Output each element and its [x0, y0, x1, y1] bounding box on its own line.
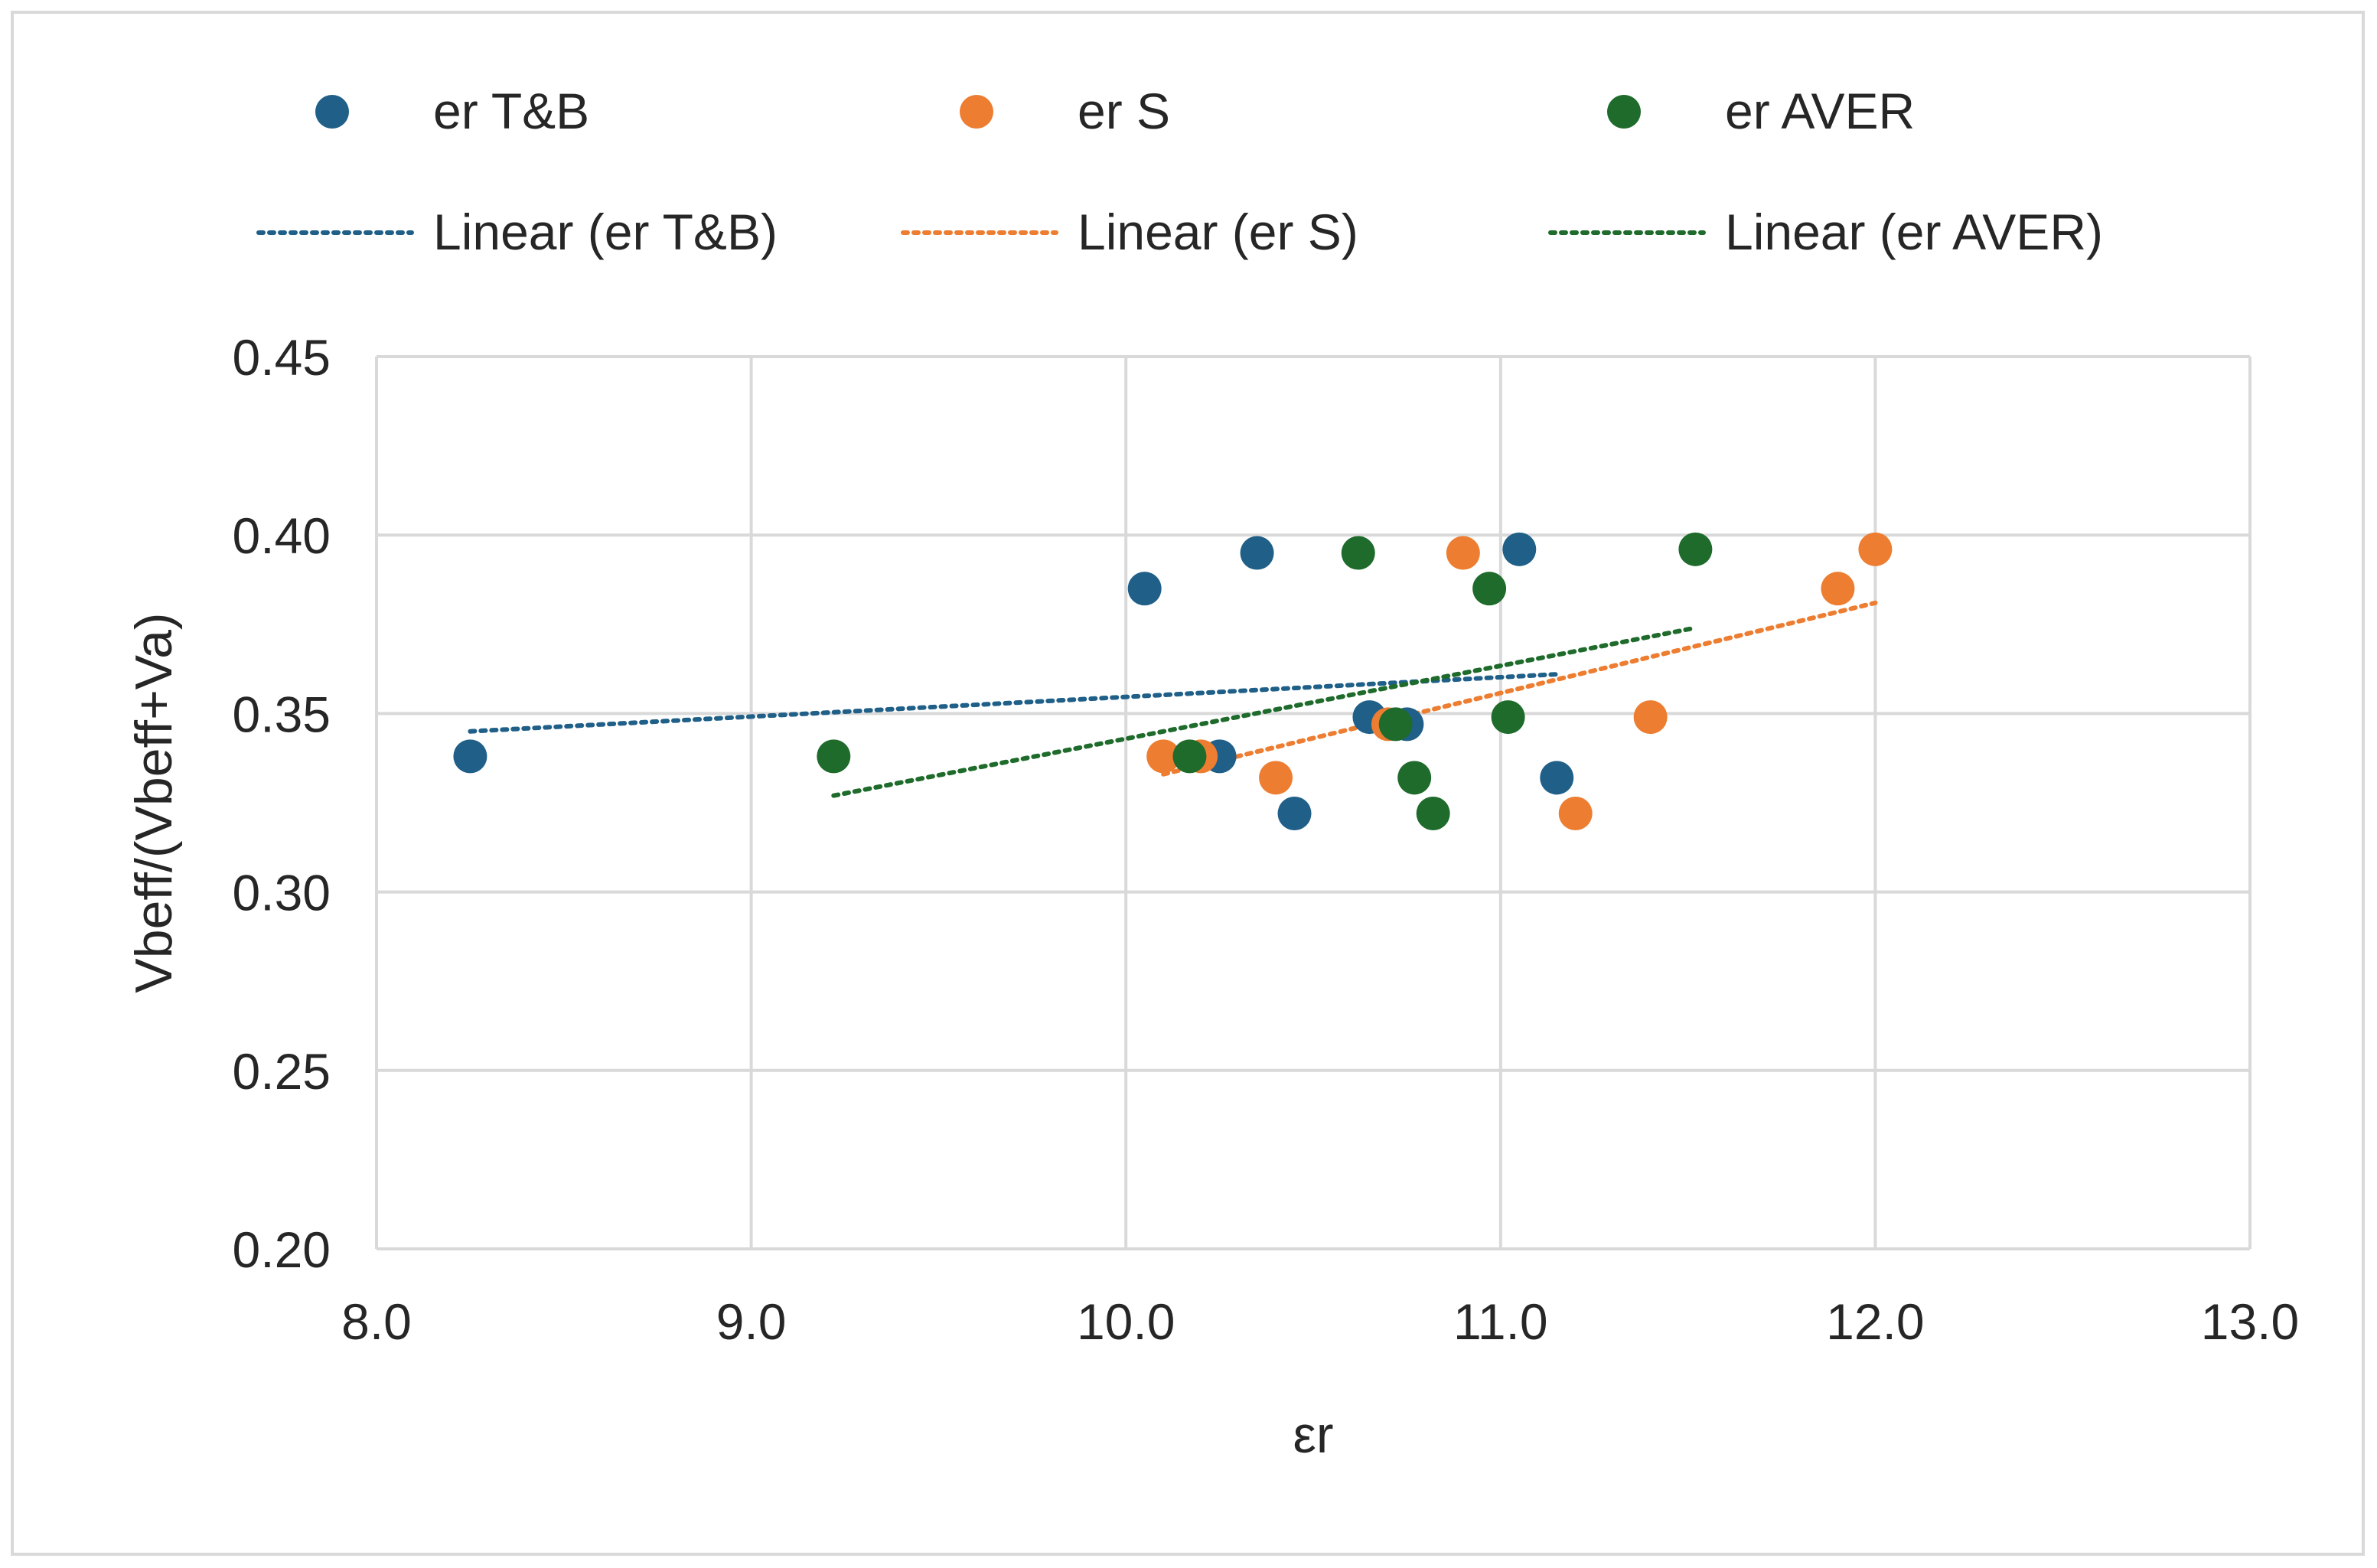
y-axis-title: Vbeff/(Vbeff+Va): [125, 612, 183, 993]
point-series-2: [1821, 572, 1855, 606]
point-series-1: [1502, 532, 1537, 566]
y-tick-label: 0.45: [233, 329, 331, 386]
point-series-1: [1277, 796, 1312, 830]
legend-marker-1: [315, 95, 349, 129]
point-series-2: [1446, 536, 1480, 570]
x-tick-label: 9.0: [716, 1293, 787, 1350]
x-axis-title: εr: [1293, 1406, 1334, 1464]
trendline-1: [468, 672, 1560, 734]
data-points: [453, 532, 1893, 830]
y-tick-label: 0.20: [233, 1221, 331, 1278]
point-series-2: [1633, 700, 1668, 735]
x-tick-label: 10.0: [1077, 1293, 1175, 1350]
x-tick-label: 12.0: [1826, 1293, 1924, 1350]
grid: [375, 355, 2251, 1250]
point-series-3: [1397, 761, 1432, 795]
point-series-2: [1858, 532, 1893, 566]
x-tick-label: 13.0: [2201, 1293, 2299, 1350]
legend-marker-3: [1607, 95, 1641, 129]
x-tick-label: 11.0: [1453, 1293, 1548, 1350]
chart-frame: 8.0 9.0 10.0 11.0 12.0 13.0 0.20 0.25 0.30 0.35 0.…: [11, 11, 2365, 1556]
point-series-3: [1172, 739, 1207, 774]
axis-ticks: 8.0 9.0 10.0 11.0 12.0 13.0 0.20 0.25 0.30 0.35 0.…: [233, 329, 2300, 1350]
legend-trendline-label-3: Linear (er AVER): [1725, 204, 2103, 260]
point-series-1: [1127, 572, 1162, 606]
point-series-1: [453, 739, 487, 774]
point-series-1: [1240, 536, 1274, 570]
legend-marker-2: [960, 95, 993, 129]
point-series-2: [1558, 796, 1593, 830]
point-series-1: [1540, 761, 1574, 795]
y-tick-label: 0.25: [233, 1043, 331, 1100]
point-series-3: [1416, 796, 1450, 830]
point-series-2: [1146, 739, 1181, 774]
legend-trendline-label-2: Linear (er S): [1078, 204, 1358, 260]
trendline-3: [831, 625, 1698, 798]
point-series-2: [1259, 761, 1293, 795]
legend-label-2: er S: [1078, 83, 1170, 139]
y-tick-label: 0.40: [233, 507, 331, 564]
legend: er T&B Linear (er T&B) er S Linear (er S) er…: [256, 83, 2103, 260]
point-series-3: [1378, 707, 1413, 742]
point-series-3: [1341, 536, 1375, 570]
trendline-2: [1161, 600, 1878, 777]
point-series-3: [1491, 700, 1525, 735]
y-tick-label: 0.35: [233, 686, 331, 742]
trendlines: [468, 600, 1878, 798]
point-series-3: [1472, 572, 1507, 606]
legend-trendline-label-1: Linear (er T&B): [433, 204, 778, 260]
point-series-3: [1678, 532, 1713, 566]
y-tick-label: 0.30: [233, 865, 331, 921]
legend-label-3: er AVER: [1725, 83, 1915, 139]
scatter-chart: 8.0 9.0 10.0 11.0 12.0 13.0 0.20 0.25 0.30 0.35 0.…: [125, 83, 2300, 1464]
x-tick-label: 8.0: [341, 1293, 412, 1350]
legend-label-1: er T&B: [433, 83, 589, 139]
point-series-3: [817, 739, 851, 774]
